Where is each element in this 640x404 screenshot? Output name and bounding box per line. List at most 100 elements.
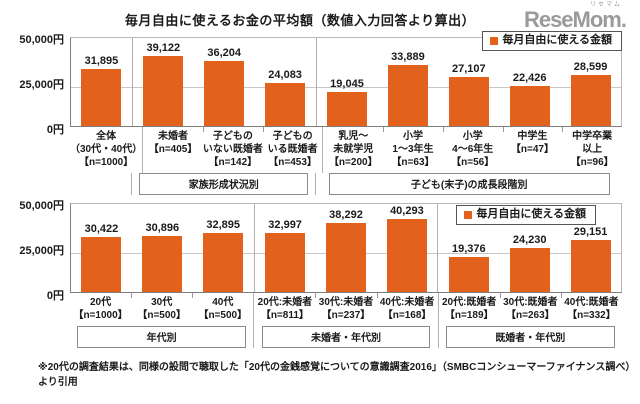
category-label-line: 【n=405】 xyxy=(148,144,198,155)
legend-label: 毎月自由に使える金額 xyxy=(502,34,612,46)
bar-category-label: 未婚者 【n=405】 xyxy=(143,127,203,156)
bar-value-label: 38,292 xyxy=(329,209,363,221)
bar-value-label: 28,599 xyxy=(573,61,608,73)
bar-category-label: 子どもの いない既婚者 【n=142】 xyxy=(202,127,263,169)
plot-section: 32,997 38,292 40,293 xyxy=(253,204,438,292)
bar-category-label: 30代:既婚者 【n=263】 xyxy=(499,293,561,322)
bar-slot: 24,230 xyxy=(499,204,560,292)
category-labels-row: 全体 （30代・40代） 【n=1000】 未婚者 【n=405】 子どもの いない既婚者【… xyxy=(70,127,622,173)
category-label-line: （30代・40代） xyxy=(70,144,143,155)
category-label-line: 30代:未婚者 xyxy=(318,297,374,308)
category-label-line: 【n=200】 xyxy=(328,157,378,168)
category-label-line: 【n=142】 xyxy=(208,157,258,168)
category-label-line: 【n=237】 xyxy=(321,310,371,321)
legend: 毎月自由に使える金額 xyxy=(482,31,622,52)
bar-slot: 33,889 xyxy=(377,38,438,126)
y-axis-tick-label: 50,000円 xyxy=(19,34,64,46)
bar-category-label: 30代:未婚者 【n=237】 xyxy=(315,293,376,322)
bar xyxy=(570,75,611,126)
bar-category-label: 30代 【n=500】 xyxy=(131,293,192,322)
group-section: 既婚者・年代別 xyxy=(437,326,622,348)
category-label-line: 1～3年生 xyxy=(392,144,434,155)
bar xyxy=(448,257,489,292)
y-axis-tick-label: 0円 xyxy=(46,124,64,136)
bar xyxy=(81,237,122,292)
bar-value-label: 24,230 xyxy=(512,234,547,246)
bar xyxy=(143,56,184,126)
bar-category-label: 中学生 【n=47】 xyxy=(502,127,563,156)
bar-value-label: 39,122 xyxy=(146,42,181,54)
bar-slot: 31,895 xyxy=(71,38,132,126)
group-label-box: 未婚者・年代別 xyxy=(261,326,431,348)
logo-ruby-text: リセマム xyxy=(589,2,622,8)
bar xyxy=(448,77,489,126)
bar-value-label: 27,107 xyxy=(451,63,486,75)
resemom-logo: リセマム ReseMom. xyxy=(523,2,627,32)
group-section: 未婚者・年代別 xyxy=(253,326,437,348)
logo-wordmark: ReseMom. xyxy=(523,7,627,32)
bar-chart-bottom: 50,000円 25,000円 0円 30,422 30,896 32,895 32,997… xyxy=(0,200,640,348)
y-axis-tick-label: 25,000円 xyxy=(19,79,64,91)
group-section: 家族形成状況別 xyxy=(131,173,315,195)
bar xyxy=(327,92,367,126)
y-axis-tick-label: 25,000円 xyxy=(19,245,64,257)
y-axis-tick-label: 0円 xyxy=(46,290,64,302)
label-section: 全体 （30代・40代） 【n=1000】 xyxy=(70,127,142,173)
y-axis: 50,000円 25,000円 0円 xyxy=(0,34,70,195)
category-label-line: 子どもの xyxy=(272,131,313,142)
bar-slot: 29,151 xyxy=(560,204,621,292)
bar-slot: 38,292 xyxy=(316,204,377,292)
category-label-line: 未就学児 xyxy=(333,144,374,155)
y-axis: 50,000円 25,000円 0円 xyxy=(0,200,70,348)
bar xyxy=(570,240,611,292)
bar-slot: 24,083 xyxy=(255,38,316,126)
plot-area: 30,422 30,896 32,895 32,997 38,292 40,293 19,3… xyxy=(70,203,622,348)
bar xyxy=(81,69,122,126)
bar-slot: 36,204 xyxy=(194,38,255,126)
category-label-line: 中学生 xyxy=(517,131,548,142)
category-label-line: 【n=96】 xyxy=(570,157,614,168)
category-label-line: 子どもの xyxy=(212,131,253,142)
bar-slot: 28,599 xyxy=(560,38,621,126)
bar-value-label: 24,083 xyxy=(268,69,302,81)
category-label-line: 40代 xyxy=(212,297,234,308)
category-label-line: 全体 xyxy=(96,131,117,142)
category-label-line: 中学卒業 xyxy=(572,131,613,142)
category-label-line: 【n=332】 xyxy=(567,310,616,321)
bar-category-label: 40代:未婚者 【n=168】 xyxy=(376,293,438,322)
bar-category-label: 40代:既婚者 【n=332】 xyxy=(560,293,622,322)
bar-slot: 19,376 xyxy=(438,204,499,292)
bar-category-label: 20代 【n=1000】 xyxy=(70,293,131,322)
category-labels-row: 20代 【n=1000】 30代 【n=500】 40代 【n=500】 20代:未婚者 【n… xyxy=(70,293,622,326)
label-section: 20代 【n=1000】 30代 【n=500】 40代 【n=500】 xyxy=(70,293,253,326)
group-labels-row: 家族形成状況別 子ども(末子)の成長段階別 xyxy=(70,173,622,195)
legend-label: 毎月自由に使える金額 xyxy=(476,208,586,220)
bar-value-label: 29,151 xyxy=(573,226,608,238)
bar-slot: 27,107 xyxy=(438,38,499,126)
bar-value-label: 30,422 xyxy=(84,223,119,235)
bar-value-label: 40,293 xyxy=(390,205,424,217)
bar-slot: 40,293 xyxy=(376,204,437,292)
category-label-line: 小学 xyxy=(462,131,483,142)
bar-category-label: 20代:既婚者 【n=189】 xyxy=(439,293,500,322)
footnote: ※20代の調査結果は、同様の設問で聴取した「20代の金銭感覚についての意識調査2… xyxy=(38,362,636,388)
group-label-box: 年代別 xyxy=(77,326,246,348)
bar xyxy=(509,248,550,292)
bar-value-label: 32,997 xyxy=(268,219,302,231)
legend-swatch-icon xyxy=(490,36,499,45)
category-label-line: 40代:既婚者 xyxy=(564,297,619,308)
bar-category-label: 子どもの いる既婚者 【n=453】 xyxy=(262,127,323,169)
plot-section: 31,895 xyxy=(71,38,132,126)
y-axis-tick-label: 50,000円 xyxy=(19,200,64,212)
group-section xyxy=(70,173,131,195)
category-label-line: 【n=189】 xyxy=(444,310,494,321)
bar-slot: 30,896 xyxy=(132,204,193,292)
category-label-line: 【n=263】 xyxy=(506,310,555,321)
plot-section: 39,122 36,204 24,083 xyxy=(131,38,316,126)
bar-category-label: 小学 4～6年生 【n=56】 xyxy=(442,127,503,169)
category-label-line: 乳児～ xyxy=(338,131,369,142)
bar xyxy=(204,61,245,126)
bar-category-label: 40代 【n=500】 xyxy=(192,293,253,322)
bar-slot: 22,426 xyxy=(499,38,560,126)
